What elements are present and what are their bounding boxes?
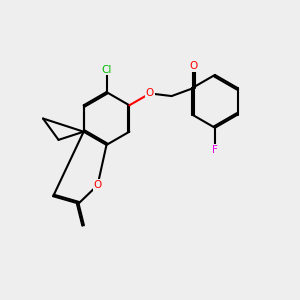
Text: Cl: Cl [101,65,112,75]
Text: F: F [212,145,218,155]
Text: O: O [93,180,102,190]
Text: O: O [146,88,154,98]
Text: O: O [189,61,197,71]
